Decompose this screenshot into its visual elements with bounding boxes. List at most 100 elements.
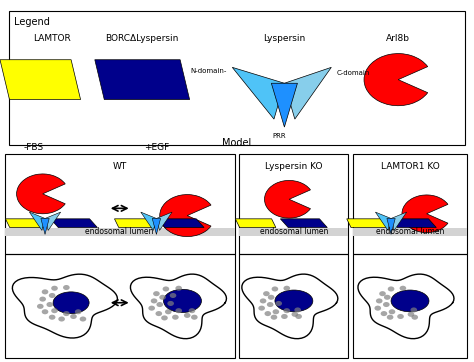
Text: +EGF: +EGF [144, 143, 169, 152]
Polygon shape [271, 83, 298, 127]
Circle shape [51, 286, 58, 291]
Polygon shape [114, 219, 155, 228]
Circle shape [376, 298, 383, 303]
Text: N-domain-: N-domain- [191, 68, 227, 74]
Bar [353, 154, 467, 254]
Circle shape [75, 309, 82, 314]
Circle shape [63, 285, 70, 290]
Text: Legend: Legend [14, 17, 50, 28]
Circle shape [151, 298, 157, 303]
Circle shape [42, 309, 48, 314]
Ellipse shape [53, 292, 89, 313]
Circle shape [374, 306, 381, 311]
Circle shape [272, 286, 278, 291]
Circle shape [51, 308, 58, 313]
Polygon shape [157, 219, 204, 228]
Ellipse shape [164, 289, 201, 312]
Circle shape [153, 291, 160, 296]
Circle shape [397, 314, 404, 319]
Ellipse shape [275, 290, 313, 312]
Circle shape [275, 301, 282, 306]
Circle shape [295, 314, 302, 319]
Circle shape [58, 316, 65, 321]
Bar [239, 254, 348, 358]
Circle shape [389, 309, 395, 314]
Bar [353, 228, 467, 236]
Polygon shape [29, 212, 45, 230]
Circle shape [384, 295, 391, 300]
Circle shape [264, 311, 271, 316]
Polygon shape [141, 212, 156, 230]
Polygon shape [41, 218, 49, 235]
Circle shape [49, 315, 55, 320]
Polygon shape [51, 219, 98, 228]
Circle shape [410, 307, 417, 312]
Polygon shape [284, 67, 331, 119]
Wedge shape [364, 54, 428, 106]
Circle shape [175, 308, 182, 313]
Circle shape [155, 311, 162, 316]
Bar [239, 228, 348, 236]
Bar [5, 254, 235, 358]
Circle shape [159, 295, 166, 300]
Circle shape [273, 309, 279, 314]
Text: Lyspersin KO: Lyspersin KO [265, 162, 323, 171]
Text: C-domain: C-domain [337, 70, 370, 76]
Circle shape [383, 302, 390, 307]
Circle shape [260, 298, 266, 303]
Circle shape [42, 289, 48, 294]
Polygon shape [0, 60, 81, 100]
Circle shape [268, 295, 274, 300]
Circle shape [388, 286, 394, 291]
Circle shape [184, 313, 191, 318]
Circle shape [175, 286, 182, 291]
Text: endosomal lumen: endosomal lumen [260, 227, 328, 236]
Polygon shape [281, 219, 327, 228]
Circle shape [172, 315, 179, 320]
Text: endosomal lumen: endosomal lumen [376, 227, 444, 236]
Polygon shape [346, 219, 387, 228]
Polygon shape [45, 212, 61, 230]
Wedge shape [17, 174, 65, 214]
Circle shape [163, 286, 169, 291]
Circle shape [283, 286, 290, 291]
Circle shape [387, 315, 393, 320]
Circle shape [381, 311, 387, 316]
Circle shape [80, 316, 86, 321]
Circle shape [49, 293, 55, 298]
Polygon shape [95, 60, 190, 100]
Circle shape [400, 286, 406, 291]
Circle shape [271, 315, 277, 320]
Bar [9, 11, 465, 145]
Bar [5, 154, 235, 254]
Circle shape [408, 312, 414, 317]
Circle shape [292, 312, 298, 317]
Polygon shape [235, 219, 276, 228]
Polygon shape [375, 212, 391, 230]
Circle shape [379, 291, 386, 296]
Circle shape [70, 314, 77, 319]
Circle shape [258, 306, 265, 311]
Circle shape [63, 311, 70, 316]
Circle shape [411, 315, 418, 320]
Circle shape [263, 291, 270, 296]
Text: Lyspersin: Lyspersin [263, 34, 306, 42]
Circle shape [165, 309, 172, 314]
Wedge shape [160, 195, 211, 236]
Circle shape [167, 301, 174, 306]
Text: Model: Model [222, 138, 252, 148]
Polygon shape [387, 218, 395, 235]
Text: LAMTOR: LAMTOR [33, 34, 71, 42]
Circle shape [294, 307, 301, 312]
Text: PRR: PRR [273, 133, 286, 139]
Text: WT: WT [112, 162, 127, 171]
Circle shape [46, 302, 53, 307]
Text: LAMTOR1 KO: LAMTOR1 KO [381, 162, 439, 171]
Polygon shape [390, 219, 436, 228]
Circle shape [39, 296, 46, 302]
Polygon shape [391, 212, 407, 230]
Circle shape [170, 293, 176, 298]
Text: Arl8b: Arl8b [386, 34, 410, 42]
Circle shape [283, 308, 290, 313]
Bar [353, 254, 467, 358]
